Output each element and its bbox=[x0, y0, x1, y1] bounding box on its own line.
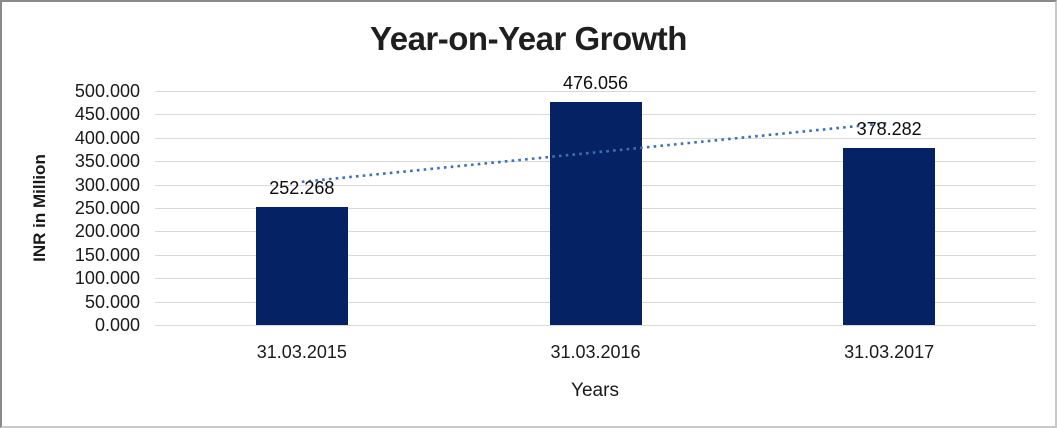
x-axis-tick-label: 31.03.2017 bbox=[844, 342, 935, 362]
bar bbox=[255, 206, 348, 325]
bar-value-label: 252.268 bbox=[269, 177, 335, 198]
y-axis-tick-label: 50.000 bbox=[84, 291, 140, 312]
y-axis-tick-label: 450.000 bbox=[74, 104, 140, 125]
chart-title: Year-on-Year Growth bbox=[370, 20, 687, 57]
bar-value-label: 378.282 bbox=[856, 118, 922, 139]
y-axis-tick-label: 350.000 bbox=[74, 151, 140, 172]
y-axis-tick-label: 250.000 bbox=[74, 198, 140, 218]
y-axis-title: INR in Million bbox=[30, 154, 49, 262]
bar bbox=[843, 147, 936, 325]
x-axis-tick-label: 31.03.2015 bbox=[256, 342, 347, 362]
y-axis-tick-label: 300.000 bbox=[74, 174, 140, 195]
gridline bbox=[155, 325, 1036, 326]
x-axis-tick-label: 31.03.2016 bbox=[550, 342, 641, 362]
y-axis-tick-label: 400.000 bbox=[74, 127, 140, 148]
gridline bbox=[155, 91, 1036, 92]
y-axis-tick-label: 500.000 bbox=[74, 81, 140, 101]
y-axis-tick-label: 100.000 bbox=[74, 268, 140, 289]
bar-value-label: 476.056 bbox=[562, 73, 629, 94]
y-axis-tick-label: 0.000 bbox=[94, 315, 140, 335]
y-axis-tick-label: 200.000 bbox=[74, 221, 140, 242]
x-axis-title: Years bbox=[571, 380, 619, 401]
y-axis-tick-label: 150.000 bbox=[74, 244, 140, 265]
bar bbox=[549, 102, 642, 325]
